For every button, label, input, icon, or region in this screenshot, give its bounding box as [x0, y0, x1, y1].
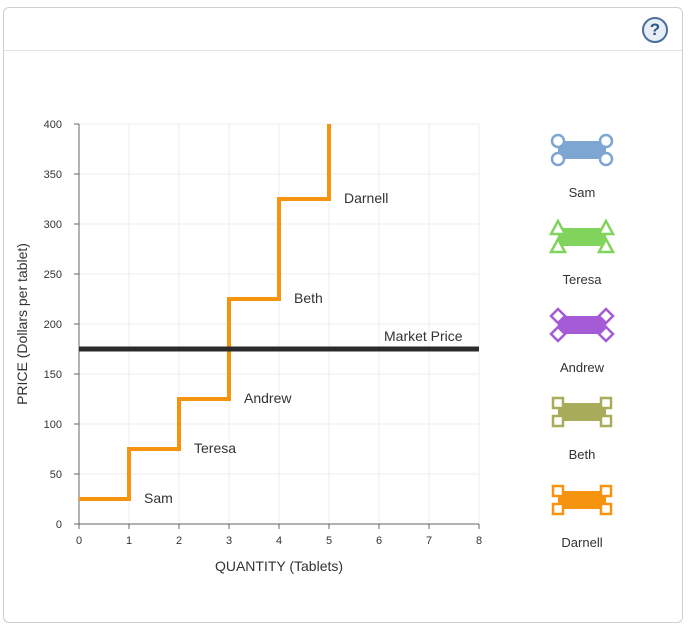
legend-swatch: [558, 141, 606, 159]
square-icon: [599, 396, 613, 410]
diamond-icon: [549, 325, 567, 343]
x-tick-label: 4: [276, 535, 282, 547]
legend-label: Beth: [569, 447, 596, 462]
x-tick-label: 5: [326, 535, 332, 547]
triangle-icon: [548, 218, 568, 236]
consumer-label: Sam: [144, 490, 173, 506]
consumer-label: Teresa: [194, 440, 236, 456]
square-icon: [551, 414, 565, 428]
legend-item-beth[interactable]: Beth: [551, 396, 613, 462]
legend-swatch: [558, 403, 606, 421]
panel-header: ?: [4, 8, 682, 51]
legend-swatch: [558, 228, 606, 246]
x-tick-label: 7: [426, 535, 432, 547]
x-tick-label: 1: [126, 535, 132, 547]
square-icon: [599, 502, 613, 516]
triangle-icon: [548, 236, 568, 254]
x-tick-label: 8: [476, 535, 482, 547]
legend-label: Teresa: [562, 272, 602, 287]
y-tick-label: 300: [44, 219, 62, 231]
diamond-icon: [549, 307, 567, 325]
circle-icon: [598, 151, 614, 167]
x-tick-label: 0: [76, 535, 82, 547]
supply-curve-line[interactable]: [79, 124, 331, 501]
square-icon: [599, 484, 613, 498]
x-tick-label: 3: [226, 535, 232, 547]
diamond-icon: [597, 307, 615, 325]
square-icon: [599, 414, 613, 428]
x-axis-title: QUANTITY (Tablets): [215, 558, 343, 574]
y-tick-label: 50: [50, 469, 62, 481]
y-tick-label: 400: [44, 119, 62, 131]
triangle-icon: [596, 218, 616, 236]
y-tick-label: 0: [56, 519, 62, 531]
graph-panel: ?: [3, 7, 683, 623]
y-tick-label: 200: [44, 319, 62, 331]
legend-label: Sam: [569, 185, 596, 200]
y-tick-label: 350: [44, 169, 62, 181]
y-tick-label: 150: [44, 369, 62, 381]
help-button[interactable]: ?: [642, 17, 668, 43]
legend-item-darnell[interactable]: Darnell: [551, 484, 613, 550]
consumer-label: Beth: [294, 290, 323, 306]
circle-icon: [550, 151, 566, 167]
y-axis-title: PRICE (Dollars per tablet): [14, 243, 30, 405]
legend-label: Darnell: [561, 535, 602, 550]
legend-swatch: [558, 316, 606, 334]
circle-icon: [550, 133, 566, 149]
legend-label: Andrew: [560, 360, 605, 375]
consumer-label: Andrew: [244, 390, 292, 406]
square-icon: [551, 502, 565, 516]
market-price-label: Market Price: [384, 328, 463, 344]
square-icon: [551, 396, 565, 410]
diamond-icon: [597, 325, 615, 343]
legend-item-andrew[interactable]: Andrew: [549, 307, 615, 375]
y-tick-label: 250: [44, 269, 62, 281]
x-tick-label: 6: [376, 535, 382, 547]
x-tick-label: 2: [176, 535, 182, 547]
legend-swatch: [558, 491, 606, 509]
square-icon: [551, 484, 565, 498]
legend-item-teresa[interactable]: Teresa: [548, 218, 616, 287]
legend-item-sam[interactable]: Sam: [550, 133, 614, 200]
y-tick-label: 100: [44, 419, 62, 431]
circle-icon: [598, 133, 614, 149]
consumer-label: Darnell: [344, 190, 388, 206]
triangle-icon: [596, 236, 616, 254]
